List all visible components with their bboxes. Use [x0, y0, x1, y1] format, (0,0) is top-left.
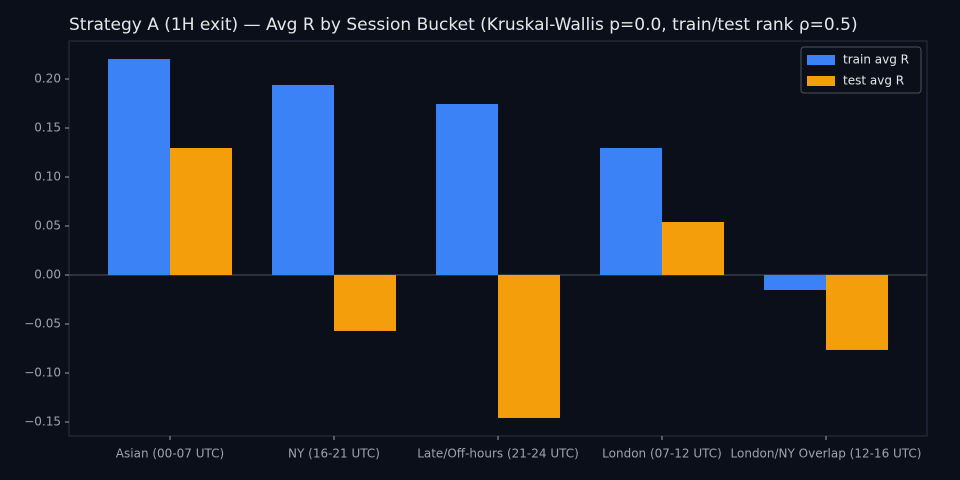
bar — [436, 104, 498, 276]
x-tick-label: Late/Off-hours (21-24 UTC) — [417, 447, 579, 461]
bar — [498, 275, 560, 418]
y-tick-label: −0.10 — [24, 365, 61, 379]
chart-title: Strategy A (1H exit) — Avg R by Session … — [69, 15, 858, 35]
bar — [334, 275, 396, 331]
y-tick-label: 0.20 — [34, 72, 61, 86]
x-tick-label: London/NY Overlap (12-16 UTC) — [731, 447, 922, 461]
x-tick-label: Asian (00-07 UTC) — [116, 447, 224, 461]
y-tick-label: −0.15 — [24, 414, 61, 428]
y-tick-label: 0.05 — [34, 219, 61, 233]
y-tick-label: 0.00 — [34, 268, 61, 282]
bar — [662, 221, 724, 276]
legend-label: test avg R — [843, 74, 904, 88]
legend-swatch — [807, 55, 835, 65]
bar — [764, 275, 826, 290]
bar — [170, 148, 232, 276]
bar — [826, 275, 888, 350]
legend-label: train avg R — [843, 53, 909, 67]
bar — [108, 59, 170, 276]
y-tick-label: 0.10 — [34, 170, 61, 184]
x-tick-label: London (07-12 UTC) — [602, 447, 722, 461]
y-tick-label: −0.05 — [24, 316, 61, 330]
bar — [600, 148, 662, 276]
bar — [272, 84, 334, 276]
y-tick-label: 0.15 — [34, 121, 61, 135]
legend-swatch — [807, 76, 835, 86]
x-tick-label: NY (16-21 UTC) — [288, 447, 380, 461]
